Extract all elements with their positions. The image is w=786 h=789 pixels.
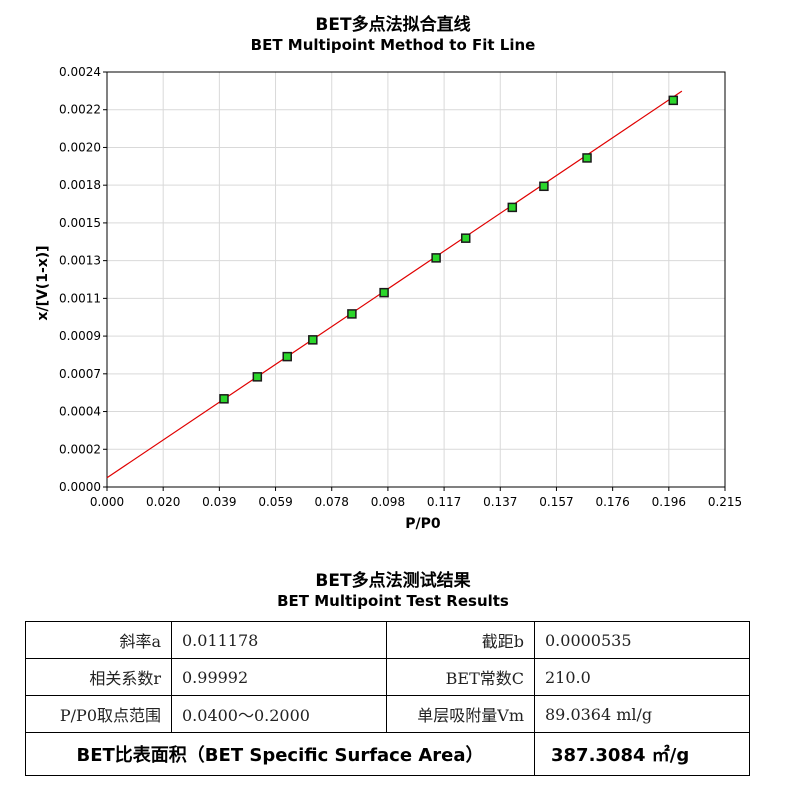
x-tick-label: 0.000 [90,495,124,509]
y-tick-label: 0.0011 [59,291,101,305]
fit-line [106,90,683,479]
x-tick-label: 0.117 [427,495,461,509]
table-row: 相关系数r 0.99992 BET常数C 210.0 [25,658,750,696]
table-row: BET比表面积（BET Specific Surface Area） 387.3… [25,732,750,776]
chart-title-cn: BET多点法拟合直线 [315,15,471,35]
slope-label: 斜率a [25,621,172,659]
surface-area-label: BET比表面积（BET Specific Surface Area） [25,732,535,776]
data-point [539,181,549,192]
correlation-value: 0.99992 [171,658,387,696]
axis-layer: 0.000 0.020 0.039 0.059 0.078 0.098 0.117 0.137… [59,65,742,509]
y-tick-label: 0.0015 [59,216,101,230]
x-tick-label: 0.078 [315,495,349,509]
pressure-range-label: P/P0取点范围 [25,695,172,733]
data-point [282,351,292,362]
intercept-value: 0.0000535 [534,621,750,659]
monolayer-volume-label: 单层吸附量Vm [386,695,535,733]
results-table: 斜率a 0.011178 截距b 0.0000535 相关系数r 0.99992… [25,621,750,776]
data-point [252,372,263,382]
data-point [431,253,441,263]
table-row: P/P0取点范围 0.0400～0.2000 单层吸附量Vm 89.0364 m… [25,695,750,733]
x-tick-label: 0.098 [371,495,405,509]
x-tick-label: 0.020 [146,495,180,509]
surface-area-value: 387.3084 ㎡/g [534,732,750,776]
x-tick-label: 0.215 [708,495,742,509]
bet-constant-value: 210.0 [534,658,750,696]
y-tick-label: 0.0013 [59,254,101,268]
y-tick-label: 0.0020 [59,140,101,154]
chart-title-en: BET Multipoint Method to Fit Line [250,36,536,54]
x-tick-label: 0.196 [652,495,686,509]
monolayer-volume-value: 89.0364 ml/g [534,695,750,733]
y-tick-label: 0.0018 [59,178,101,192]
correlation-label: 相关系数r [25,658,172,696]
results-title-en: BET Multipoint Test Results [277,592,509,610]
bet-fit-chart: 0.000 0.020 0.039 0.059 0.078 0.098 0.117 0.137… [35,65,742,532]
data-point [379,287,389,298]
pressure-range-value: 0.0400～0.2000 [171,695,387,733]
y-tick-label: 0.0024 [59,65,101,79]
data-point [219,394,229,404]
data-point [308,335,318,345]
y-tick-label: 0.0002 [59,442,101,456]
slope-value: 0.011178 [171,621,387,659]
grid-layer [107,72,725,487]
bet-constant-label: BET常数C [386,658,535,696]
x-tick-label: 0.137 [483,495,517,509]
data-point [507,202,518,213]
data-point [582,153,592,163]
results-title-cn: BET多点法测试结果 [315,571,471,591]
y-axis-label: x/[V(1-x)] [35,245,51,320]
y-tick-label: 0.0009 [59,329,101,343]
y-tick-label: 0.0022 [59,103,101,117]
intercept-label: 截距b [386,621,535,659]
table-row: 斜率a 0.011178 截距b 0.0000535 [25,621,750,659]
point-layer [219,95,679,404]
x-tick-label: 0.059 [258,495,292,509]
y-tick-label: 0.0000 [59,480,101,494]
data-point [460,233,471,243]
data-point [668,95,679,106]
x-tick-label: 0.176 [595,495,629,509]
y-tick-label: 0.0004 [59,405,101,419]
x-tick-label: 0.157 [539,495,573,509]
x-axis-label: P/P0 [405,516,441,532]
plot-frame [106,71,726,488]
y-tick-label: 0.0007 [59,367,101,381]
data-point [347,309,357,319]
fit-line-layer [106,90,683,479]
x-tick-label: 0.039 [202,495,236,509]
